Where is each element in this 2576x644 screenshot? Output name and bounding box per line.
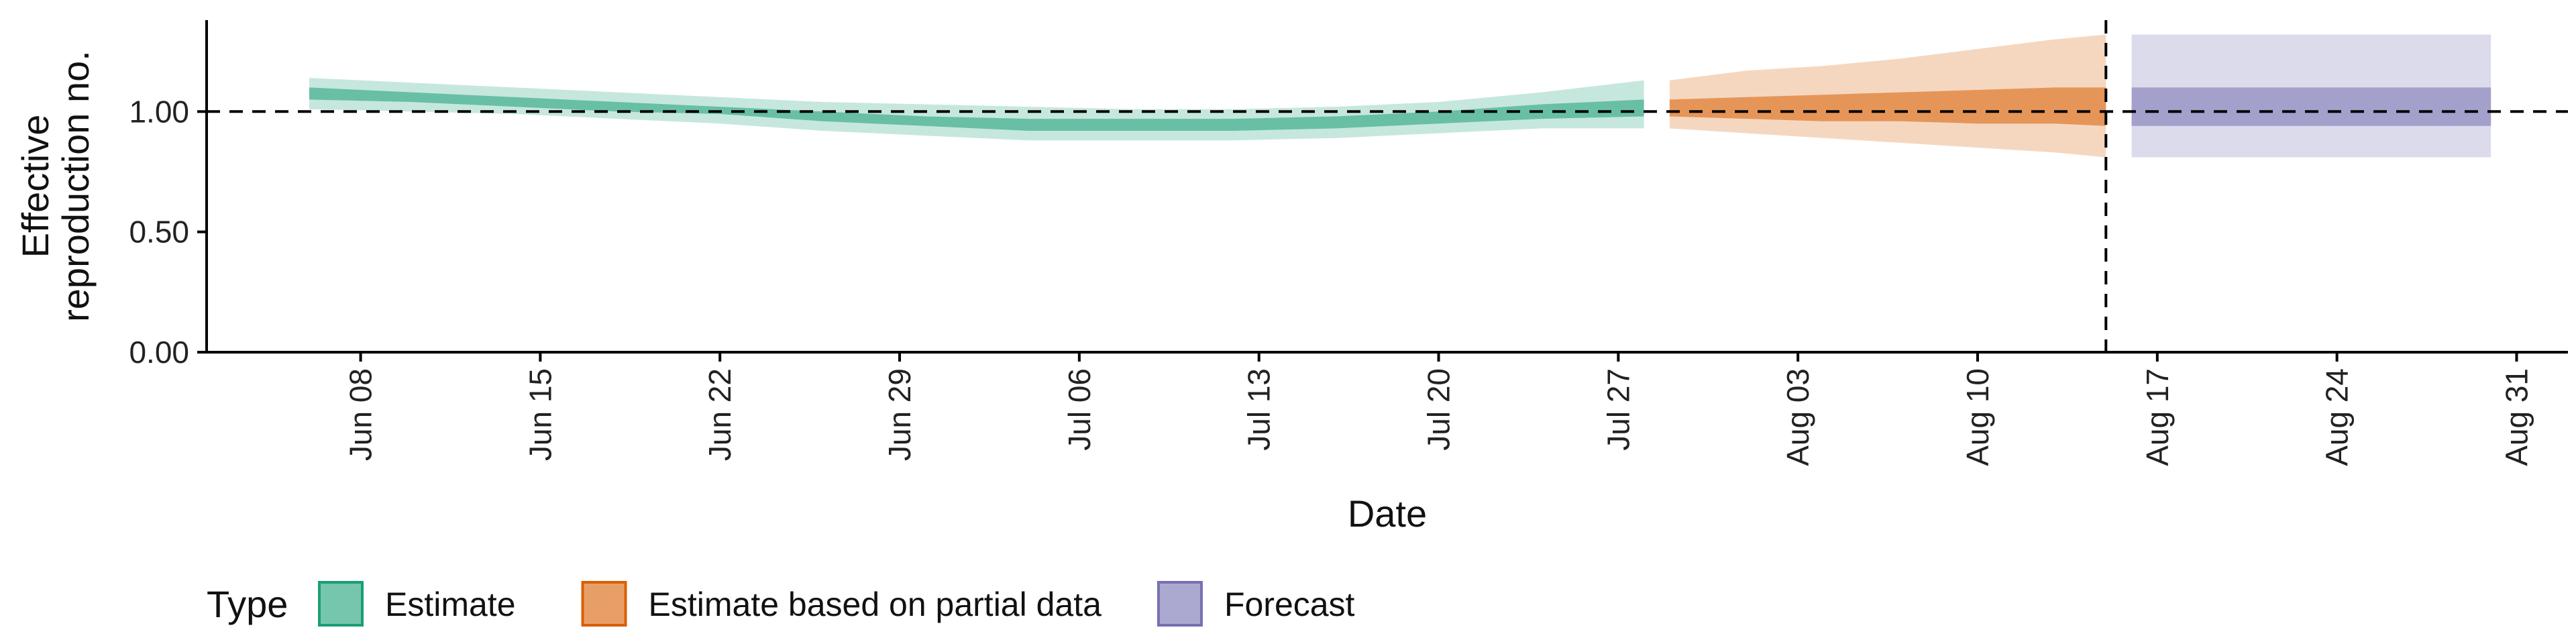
legend-label-forecast: Forecast — [1224, 586, 1355, 623]
y-axis-title-line: Effective — [14, 115, 56, 258]
estimate-outer-band — [309, 78, 1644, 141]
forecast-inner-band — [2131, 87, 2491, 126]
estimate-inner-band — [309, 87, 1644, 131]
legend-key-forecast — [1157, 581, 1203, 627]
legend-label-estimate-based-on-partial-data: Estimate based on partial data — [649, 586, 1102, 623]
x-axis-title: Date — [1348, 492, 1427, 535]
legend-key-estimate-based-on-partial-data — [581, 581, 627, 627]
x-ticks: Jun 08 Jun 15 Jun 22 Jun 29 Jul 06 Jul 13 Jul … — [343, 352, 2534, 466]
legend: Type Estimate Estimate based on partial d… — [207, 581, 1355, 627]
y-ticks: 0.00 0.50 1.00 — [129, 94, 207, 370]
legend-title: Type — [207, 583, 288, 625]
x-tick-label: Aug 17 — [2140, 368, 2175, 466]
x-tick-label: Jun 29 — [882, 368, 917, 461]
estimate-based-on-partial-data-inner-band — [1669, 87, 2106, 126]
x-tick-label: Aug 24 — [2320, 368, 2355, 466]
x-tick-label: Jul 13 — [1242, 368, 1277, 451]
x-tick-label: Jun 08 — [343, 368, 378, 461]
y-axis-title-line: reproduction no. — [54, 50, 97, 322]
y-tick-label: 1.00 — [129, 94, 189, 129]
x-tick-label: Aug 10 — [1960, 368, 1995, 466]
x-tick-label: Jul 27 — [1601, 368, 1635, 451]
legend-label-estimate: Estimate — [385, 586, 516, 623]
x-tick-label: Jul 06 — [1062, 368, 1097, 451]
bands-layer — [309, 34, 2491, 158]
x-tick-label: Jun 22 — [702, 368, 737, 461]
x-tick-label: Aug 31 — [2499, 368, 2534, 466]
x-tick-label: Aug 03 — [1780, 368, 1815, 466]
y-tick-label: 0.50 — [129, 215, 189, 250]
legend-key-estimate — [318, 581, 364, 627]
x-tick-label: Jul 20 — [1421, 368, 1456, 451]
y-tick-label: 0.00 — [129, 335, 189, 370]
x-tick-label: Jun 15 — [523, 368, 557, 461]
